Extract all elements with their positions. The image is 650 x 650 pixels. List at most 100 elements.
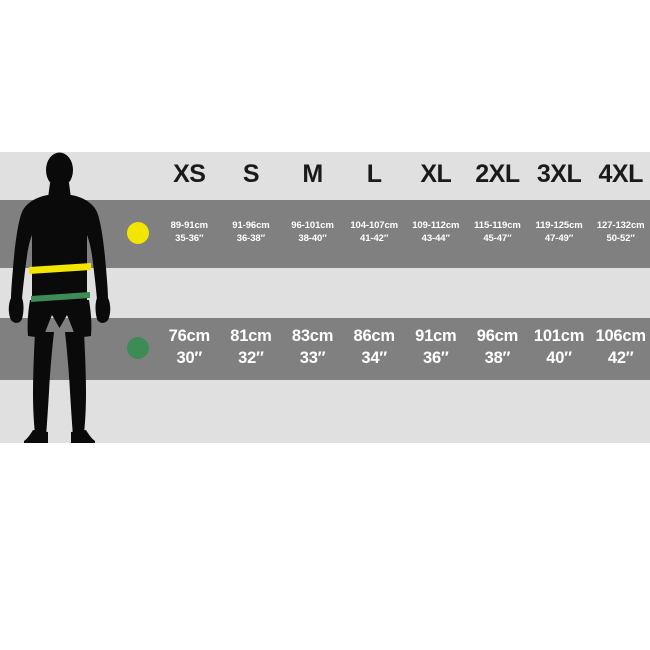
waist-cm-value: 91cm	[415, 327, 457, 346]
waist-measurement: 101cm 40″	[533, 326, 585, 368]
chest-measure-dot	[127, 221, 149, 244]
marker-cell-waist	[119, 318, 157, 377]
waist-cm-value: 96cm	[476, 327, 519, 346]
waist-measure-dot	[127, 336, 149, 359]
cell-spacer-m	[283, 268, 342, 315]
chest-measurement: 91-96cm 36-38″	[232, 220, 269, 246]
cell-waist-m: 83cm 33″	[283, 318, 342, 377]
cell-footer-3xl	[529, 380, 589, 443]
waist-cm-value: 86cm	[353, 327, 395, 346]
size-header-2xl: 2XL	[468, 152, 527, 197]
cell-waist-s: 81cm 32″	[221, 318, 281, 377]
chest-measurement: 109-112cm 43-44″	[412, 220, 459, 246]
cell-chest-3xl: 119-125cm 47-49″	[529, 200, 589, 265]
size-header-label: 3XL	[536, 160, 582, 188]
waist-measurement: 86cm 34″	[353, 326, 395, 368]
chest-measurement: 96-101cm 38-40″	[291, 220, 334, 246]
waist-measurement: 106cm 42″	[595, 326, 646, 368]
cell-footer-xs	[160, 380, 219, 443]
cell-footer-xl	[406, 380, 466, 443]
chest-measurement: 127-132cm 50-52″	[597, 220, 645, 246]
chest-cm-value: 104-107cm	[350, 219, 399, 231]
body-figure-panel	[0, 152, 119, 443]
chest-cm-value: 119-125cm	[535, 219, 583, 231]
chest-measure-band	[29, 263, 91, 274]
size-header-3xl: 3XL	[529, 152, 589, 197]
waist-measurement: 96cm 38″	[476, 326, 519, 368]
waist-inch-value: 34″	[361, 348, 388, 367]
size-header-xl: XL	[406, 152, 466, 197]
cell-footer-m	[283, 380, 342, 443]
size-header-label: 4XL	[598, 160, 644, 188]
cell-spacer-2xl	[468, 268, 527, 315]
waist-inch-value: 30″	[176, 348, 203, 367]
chest-inch-value: 47-49″	[544, 232, 574, 244]
waist-cm-value: 81cm	[230, 327, 272, 346]
cell-spacer-4xl	[591, 268, 650, 315]
male-body-silhouette-icon	[8, 152, 111, 443]
chest-inch-value: 38-40″	[298, 232, 327, 244]
cell-waist-xl: 91cm 36″	[406, 318, 466, 377]
chest-inch-value: 35-36″	[175, 232, 204, 244]
chest-cm-value: 91-96cm	[232, 219, 270, 231]
chest-cm-value: 127-132cm	[596, 219, 645, 231]
waist-inch-value: 40″	[546, 348, 572, 367]
cell-spacer-xs	[160, 268, 219, 315]
waist-inch-value: 32″	[238, 348, 264, 367]
cell-waist-4xl: 106cm 42″	[591, 318, 650, 377]
cell-waist-2xl: 96cm 38″	[468, 318, 527, 377]
chest-inch-value: 45-47″	[483, 232, 512, 244]
chest-cm-value: 89-91cm	[170, 219, 208, 231]
cell-chest-s: 91-96cm 36-38″	[221, 200, 281, 265]
chest-cm-value: 109-112cm	[412, 219, 460, 231]
size-header-l: L	[344, 152, 404, 197]
chest-inch-value: 50-52″	[606, 232, 635, 244]
cell-waist-3xl: 101cm 40″	[529, 318, 589, 377]
waist-inch-value: 36″	[422, 348, 449, 367]
cell-waist-l: 86cm 34″	[344, 318, 404, 377]
waist-inch-value: 38″	[484, 348, 511, 367]
chest-measurement: 89-91cm 35-36″	[171, 220, 208, 246]
cell-chest-4xl: 127-132cm 50-52″	[591, 200, 650, 265]
marker-cell-spacer	[119, 268, 157, 315]
cell-footer-4xl	[591, 380, 650, 443]
size-header-label: M	[302, 160, 323, 188]
chest-measurement: 115-119cm 45-47″	[474, 220, 521, 246]
cell-chest-xs: 89-91cm 35-36″	[160, 200, 219, 265]
cell-waist-xs: 76cm 30″	[160, 318, 219, 377]
size-header-label: S	[242, 160, 260, 188]
marker-cell-footer	[119, 380, 157, 443]
size-chart-grid: XS S M L XL 2XL 3XL 4XL 89-91cm 35-36″ 91-96cm 36-3…	[0, 152, 650, 443]
measurement-cells: XS S M L XL 2XL 3XL 4XL 89-91cm 35-36″ 91-96cm 36-3…	[119, 152, 650, 443]
size-header-xs: XS	[160, 152, 219, 197]
waist-measurement: 76cm 30″	[169, 326, 211, 368]
waist-measurement: 83cm 33″	[291, 326, 334, 368]
chest-cm-value: 96-101cm	[291, 219, 334, 231]
waist-measure-band	[31, 292, 90, 302]
waist-cm-value: 83cm	[291, 327, 334, 346]
size-header-s: S	[221, 152, 281, 197]
size-header-label: XS	[173, 160, 206, 188]
cell-spacer-3xl	[529, 268, 589, 315]
waist-cm-value: 106cm	[595, 327, 646, 346]
size-header-4xl: 4XL	[591, 152, 650, 197]
size-header-label: L	[366, 160, 382, 188]
waist-cm-value: 101cm	[533, 327, 585, 346]
chest-measurement: 104-107cm 41-42″	[350, 220, 398, 246]
size-header-label: 2XL	[475, 160, 520, 188]
cell-footer-2xl	[468, 380, 527, 443]
chest-cm-value: 115-119cm	[474, 219, 521, 231]
size-header-m: M	[283, 152, 342, 197]
cell-footer-l	[344, 380, 404, 443]
cell-chest-l: 104-107cm 41-42″	[344, 200, 404, 265]
cell-spacer-s	[221, 268, 281, 315]
waist-inch-value: 33″	[299, 348, 326, 367]
waist-measurement: 81cm 32″	[230, 326, 272, 368]
chest-inch-value: 41-42″	[360, 232, 389, 244]
chest-inch-value: 43-44″	[421, 232, 450, 244]
cell-chest-xl: 109-112cm 43-44″	[406, 200, 466, 265]
chest-measurement: 119-125cm 47-49″	[535, 220, 582, 246]
cell-chest-2xl: 115-119cm 45-47″	[468, 200, 527, 265]
cell-chest-m: 96-101cm 38-40″	[283, 200, 342, 265]
cell-footer-s	[221, 380, 281, 443]
